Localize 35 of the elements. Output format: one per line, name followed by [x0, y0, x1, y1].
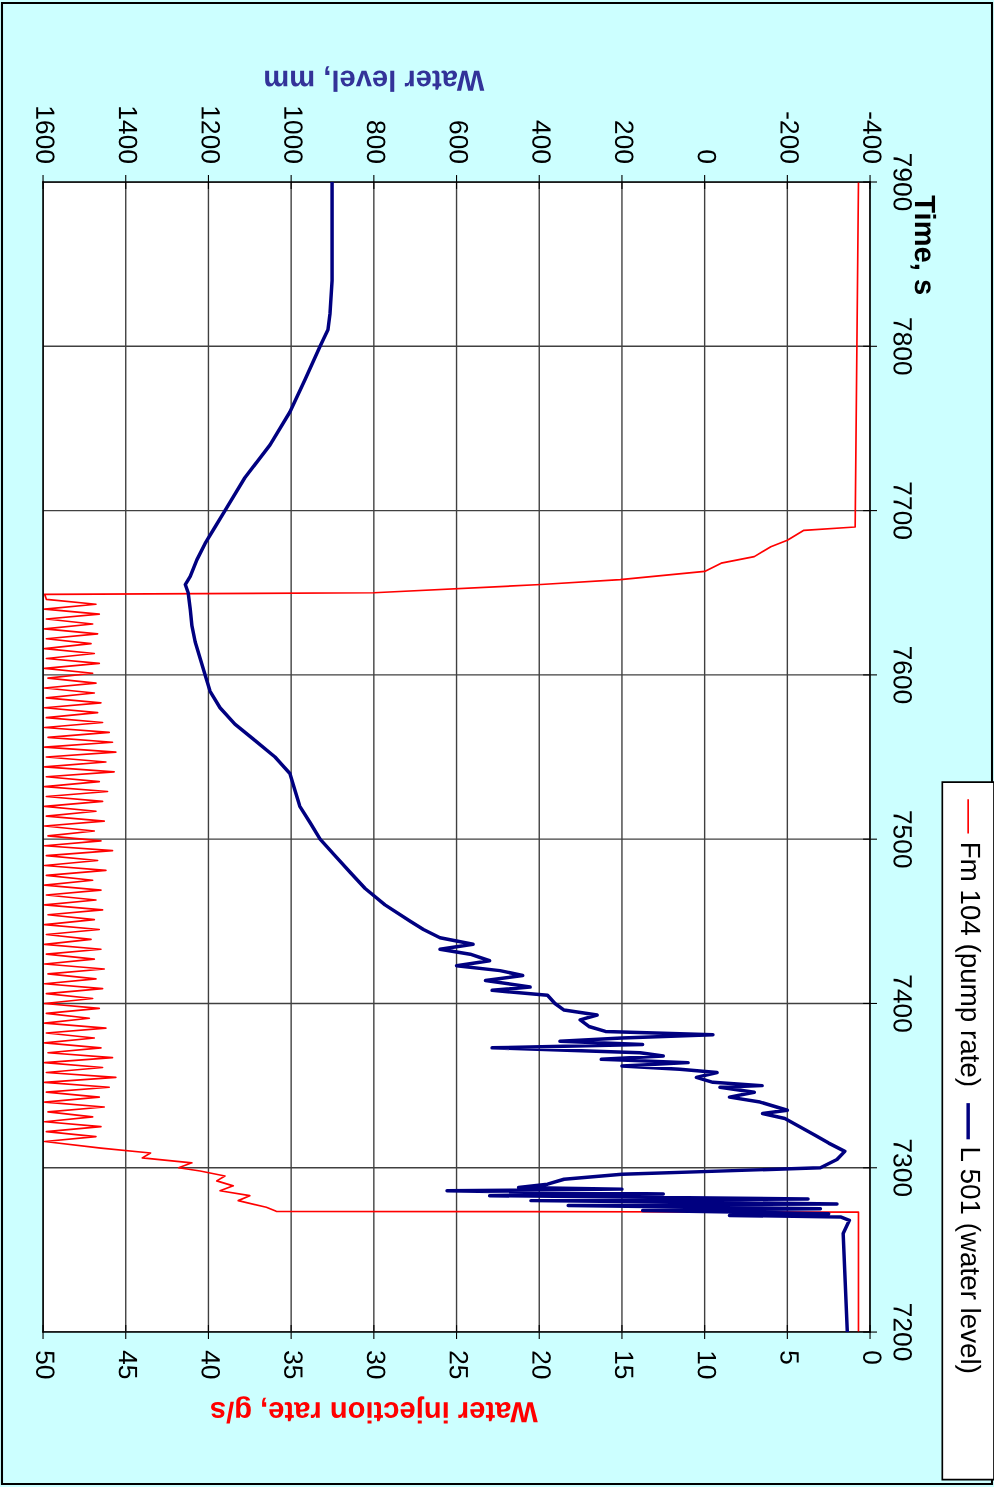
x-tick-label: 20 — [532, 1351, 551, 1379]
y-tick-label: 7900 — [893, 154, 913, 211]
x-tick-label: 50 — [35, 1351, 55, 1379]
x-tick-label: 40 — [201, 1350, 221, 1379]
y-tick-label: 7200 — [893, 1304, 913, 1361]
x-axis-title: Water injection rate, g/s — [211, 1396, 538, 1424]
x-tick-label: 5 — [780, 1351, 799, 1364]
x-tick-label: 35 — [284, 1351, 303, 1379]
x-tick-label: 15 — [614, 1352, 634, 1379]
x2-tick-label: -400 — [862, 112, 882, 163]
legend-label: L 501 (water level) — [955, 1148, 982, 1373]
y-tick-label: 7800 — [893, 318, 913, 375]
x2-tick-label: -200 — [780, 112, 799, 163]
y-tick-label: 7400 — [893, 975, 913, 1032]
y-axis-title: Time, s — [910, 195, 937, 295]
x2-tick-label: 400 — [532, 120, 551, 163]
x-tick-label: 10 — [697, 1352, 717, 1379]
x2-tick-label: 800 — [366, 121, 386, 163]
x2-tick-label: 0 — [697, 150, 717, 163]
x-tick-label: 25 — [449, 1351, 469, 1379]
legend-label: Fm 104 (pump rate) — [955, 843, 982, 1086]
x2-tick-label: 1000 — [284, 107, 303, 163]
y-tick-label: 7500 — [893, 811, 913, 868]
x2-tick-label: 600 — [449, 121, 469, 163]
x2-tick-label: 1400 — [118, 107, 138, 163]
x-tick-label: 45 — [118, 1350, 138, 1379]
y-tick-label: 7300 — [893, 1139, 913, 1197]
y-tick-label: 7600 — [893, 646, 913, 704]
x-tick-label: 30 — [366, 1351, 386, 1379]
x2-tick-label: 1600 — [35, 107, 55, 163]
y-tick-label: 7700 — [893, 482, 913, 539]
x2-tick-label: 1200 — [201, 107, 221, 163]
x2-tick-label: 200 — [614, 121, 634, 163]
x-tick-label: 0 — [862, 1351, 882, 1364]
x2-axis-title: Water level, mm — [265, 66, 485, 92]
